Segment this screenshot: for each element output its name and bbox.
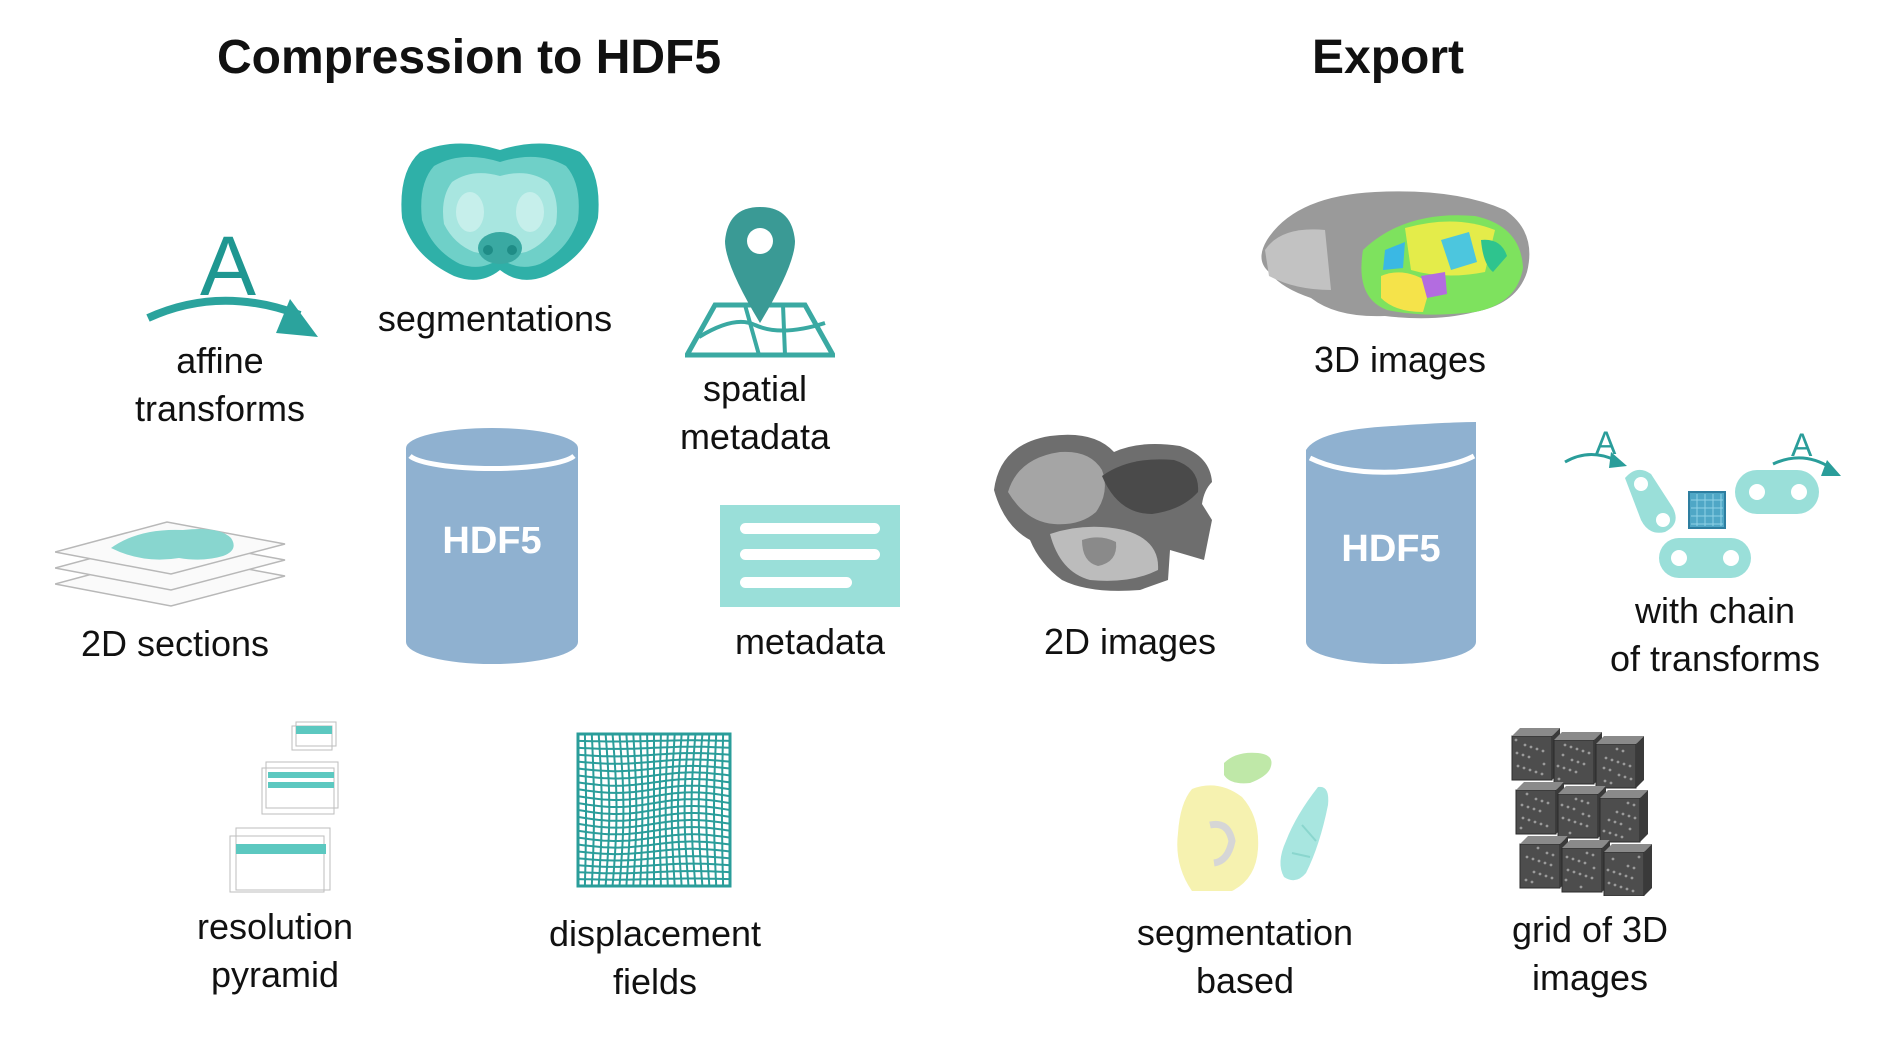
cube-icon bbox=[1515, 782, 1564, 835]
affine-label: affine transforms bbox=[134, 340, 306, 429]
chain-letter-right: A bbox=[1791, 427, 1813, 463]
grid-line bbox=[664, 733, 669, 887]
compression-title: Compression to HDF5 bbox=[217, 31, 722, 84]
grid-line bbox=[577, 862, 731, 868]
sections-label: 2D sections bbox=[80, 623, 270, 664]
grid-line bbox=[583, 733, 587, 887]
grid-line bbox=[639, 733, 644, 887]
grid-line bbox=[658, 733, 662, 887]
grid-line bbox=[577, 805, 731, 815]
brain-segmentation-icon bbox=[401, 143, 599, 280]
pyramid-icon bbox=[229, 721, 339, 893]
cube-icon bbox=[1553, 732, 1602, 785]
grid-line bbox=[670, 733, 676, 887]
grid-line bbox=[677, 733, 683, 887]
affine-arrow-icon: A bbox=[146, 219, 318, 337]
cube-icon bbox=[1557, 786, 1606, 839]
brain-3d-icon bbox=[1261, 191, 1530, 319]
hdf5-right-label: HDF5 bbox=[1341, 528, 1441, 570]
images2d-label: 2D images bbox=[1043, 621, 1217, 662]
hdf5-cylinder-icon bbox=[406, 428, 578, 664]
cube-grid-icon bbox=[1511, 728, 1652, 896]
cube-icon bbox=[1561, 840, 1610, 893]
grid-line bbox=[577, 812, 731, 822]
sections-stack-icon bbox=[55, 521, 286, 607]
grid-line bbox=[721, 733, 725, 887]
displacement-grid-icon bbox=[576, 732, 732, 888]
cube-icon bbox=[1511, 728, 1560, 781]
images3d-label: 3D images bbox=[1313, 339, 1487, 380]
grid-line bbox=[705, 733, 711, 887]
grid-line bbox=[690, 733, 697, 887]
transform-chain-icon: A A bbox=[1564, 425, 1841, 578]
spatial-label: spatial metadata bbox=[679, 368, 831, 457]
cube-icon bbox=[1595, 736, 1644, 789]
grid-line bbox=[697, 733, 704, 887]
segmentations-label: segmentations bbox=[377, 298, 613, 339]
chain-letter-left: A bbox=[1595, 425, 1617, 461]
segbased-label: segmentation based bbox=[1136, 912, 1354, 1001]
grid3d-label: grid of 3D images bbox=[1511, 909, 1669, 998]
grid-line bbox=[713, 733, 718, 887]
grid-line bbox=[577, 819, 731, 829]
grid-line bbox=[683, 733, 690, 887]
cube-icon bbox=[1599, 790, 1648, 843]
export-title: Export bbox=[1312, 31, 1465, 84]
hdf5-cylinder-right-icon bbox=[1306, 422, 1476, 664]
chain-label: with chain of transforms bbox=[1609, 590, 1821, 679]
cube-icon bbox=[1603, 844, 1652, 896]
grid-line bbox=[577, 877, 731, 881]
grid-line bbox=[577, 847, 731, 856]
pyramid-label: resolution pyramid bbox=[196, 906, 354, 995]
metadata-card-icon bbox=[720, 505, 900, 607]
segmentation-shapes-icon bbox=[1177, 752, 1329, 891]
brain-2d-icon bbox=[994, 434, 1212, 591]
map-pin-icon bbox=[685, 207, 835, 358]
displacement-label: displacement fields bbox=[548, 913, 762, 1002]
grid-line bbox=[577, 855, 731, 862]
grid-line bbox=[577, 840, 731, 849]
grid-line bbox=[577, 870, 731, 875]
grid-line bbox=[577, 833, 731, 842]
hdf5-left-label: HDF5 bbox=[442, 520, 542, 562]
grid-line bbox=[590, 733, 595, 887]
grid-line bbox=[577, 826, 731, 836]
cube-icon bbox=[1519, 836, 1568, 889]
metadata-label: metadata bbox=[734, 621, 886, 662]
